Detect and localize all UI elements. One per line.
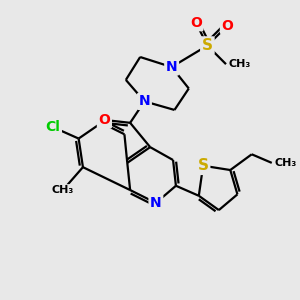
Text: S: S: [202, 38, 213, 53]
Text: N: N: [150, 196, 162, 210]
Text: CH₃: CH₃: [274, 158, 297, 168]
Text: Cl: Cl: [46, 120, 60, 134]
Text: O: O: [190, 16, 202, 30]
Text: N: N: [139, 94, 150, 108]
Text: CH₃: CH₃: [229, 59, 251, 69]
Text: N: N: [166, 60, 177, 74]
Text: CH₃: CH₃: [52, 185, 74, 195]
Text: O: O: [221, 19, 233, 32]
Text: O: O: [98, 113, 110, 127]
Text: S: S: [198, 158, 208, 173]
